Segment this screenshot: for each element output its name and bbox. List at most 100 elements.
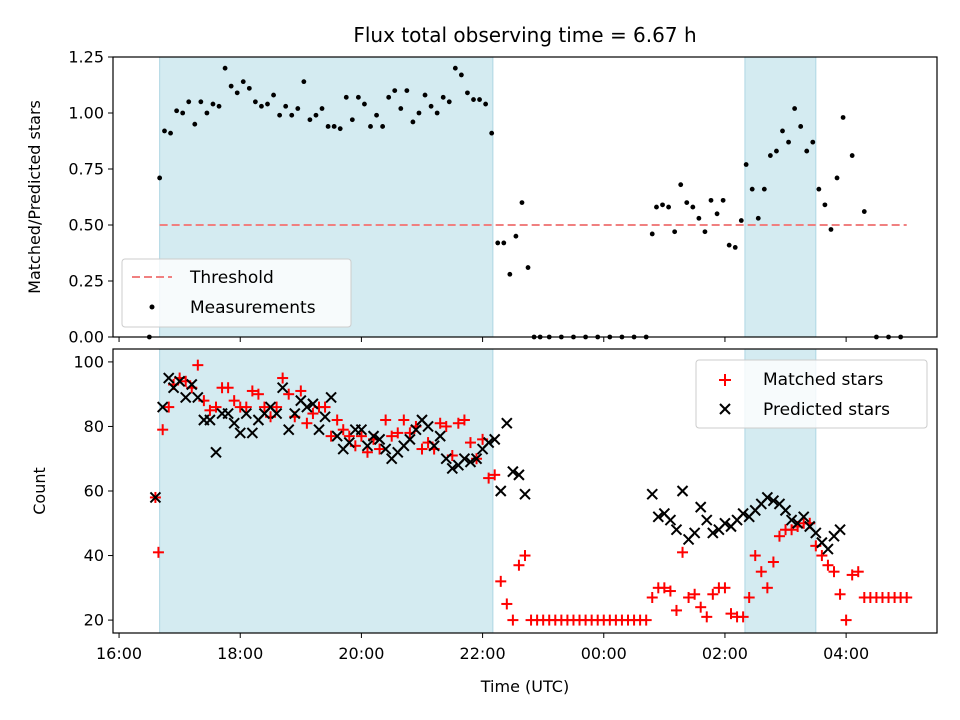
measurement-point (654, 204, 659, 210)
predicted-star-point (501, 417, 513, 429)
top-x-ticks (118, 337, 847, 342)
bottom-y-axis-label: Count (30, 467, 49, 515)
measurement-point (368, 124, 373, 129)
matched-star-point (786, 524, 798, 536)
predicted-star-point (163, 372, 175, 384)
measurement-point (708, 197, 714, 203)
x-tick-label: 22:00 (460, 644, 506, 663)
top-legend-box (121, 258, 352, 328)
matched-star-point (519, 550, 531, 562)
measurement-point (240, 79, 246, 85)
matched-star-point (489, 469, 501, 481)
predicted-star-point (307, 398, 319, 410)
matched-star-point (283, 388, 295, 400)
predicted-star-point (470, 453, 483, 465)
x-tick-label: 20:00 (338, 644, 384, 663)
measurement-point (861, 209, 867, 214)
measurement-point (204, 110, 210, 116)
top-y-tick-label: 0.00 (68, 328, 104, 347)
predicted-star-point (670, 524, 683, 536)
matched-star-point (689, 588, 701, 600)
matched-star-point (513, 559, 525, 571)
matched-star-point (222, 382, 234, 394)
measurement-point (525, 265, 531, 270)
predicted-star-point (488, 433, 501, 446)
matched-star-point (240, 401, 252, 413)
measurement-point (271, 92, 276, 98)
matched-star-point (755, 566, 767, 578)
matched-legend-label: Matched stars (763, 370, 883, 390)
matched-star-point (246, 385, 258, 397)
predicted-star-point (761, 491, 774, 504)
matched-star-point (483, 472, 495, 484)
measurement-point (174, 108, 180, 114)
predicted-star-point (434, 430, 446, 442)
measurement-point (313, 112, 319, 118)
measurement-point (337, 126, 343, 132)
measurement-point (222, 65, 228, 71)
measurement-point (216, 103, 222, 109)
bottom-y-tick-label: 20 (84, 611, 104, 630)
predicted-star-point (204, 414, 216, 426)
measurement-point (162, 128, 167, 134)
matched-star-point (307, 408, 319, 420)
predicted-star-point (737, 507, 749, 520)
matched-star-point (392, 427, 404, 439)
predicted-stars-points (149, 372, 846, 555)
predicted-star-point (428, 440, 440, 452)
matched-star-point (507, 614, 519, 626)
measurement-point (471, 97, 476, 102)
matched-star-point (816, 550, 828, 562)
matched-star-point (301, 417, 313, 429)
matched-star-point (355, 430, 367, 442)
matched-star-point (743, 592, 755, 603)
measurement-point (495, 240, 501, 246)
bottom-panel: 20 40 60 80 100 16:00 18:00 20:00 22:00 00:00 02:… (30, 348, 938, 696)
top-panel: 0.00 0.25 0.50 0.75 1.00 1.25 Matched/Predict… (25, 48, 938, 347)
measurement-point (168, 130, 173, 136)
matched-star-point (677, 546, 689, 558)
predicted-star-point (422, 420, 434, 433)
measurement-point (798, 124, 804, 129)
bottom-y-ticks: 20 40 60 80 100 (73, 352, 113, 630)
matched-star-point (773, 530, 785, 542)
measurement-point (404, 88, 410, 93)
predicted-legend-swatch (719, 403, 731, 415)
bottom-x-ticks: 16:00 18:00 20:00 22:00 00:00 02:00 04:00 (96, 633, 869, 663)
matched-star-point (386, 430, 398, 442)
measurement-point (380, 124, 386, 129)
measurement-point (446, 99, 452, 105)
measurement-point (349, 117, 355, 123)
measurement-point (252, 99, 258, 105)
measurement-point (696, 215, 702, 221)
matched-star-point (319, 401, 331, 413)
measurement-point (690, 204, 696, 210)
threshold-legend-label: Threshold (189, 268, 274, 288)
shaded-interval-0 (159, 348, 494, 634)
measurement-point (732, 245, 738, 250)
predicted-star-point (276, 382, 289, 394)
measurement-point (374, 112, 379, 118)
predicted-star-point (404, 433, 416, 446)
predicted-star-point (240, 407, 253, 420)
predicted-star-point (482, 436, 495, 449)
top-y-tick-label: 0.25 (68, 272, 104, 291)
predicted-star-point (355, 423, 368, 436)
matched-star-point (822, 559, 834, 571)
measurement-point (386, 94, 392, 100)
measurement-point (678, 182, 684, 188)
measurement-point (343, 94, 349, 100)
matched-star-point (228, 395, 240, 407)
bottom-y-tick-label: 40 (84, 546, 104, 565)
predicted-star-point (652, 511, 665, 523)
matched-star-point (252, 388, 264, 400)
measurement-point (265, 101, 270, 107)
measurement-point (210, 101, 216, 107)
measurement-point (780, 128, 785, 134)
predicted-star-point (149, 491, 162, 504)
predicted-star-point (367, 430, 380, 442)
predicted-star-point (282, 423, 295, 436)
measurement-point (198, 99, 204, 105)
matched-star-point (725, 608, 737, 620)
matched-star-point (331, 414, 343, 426)
